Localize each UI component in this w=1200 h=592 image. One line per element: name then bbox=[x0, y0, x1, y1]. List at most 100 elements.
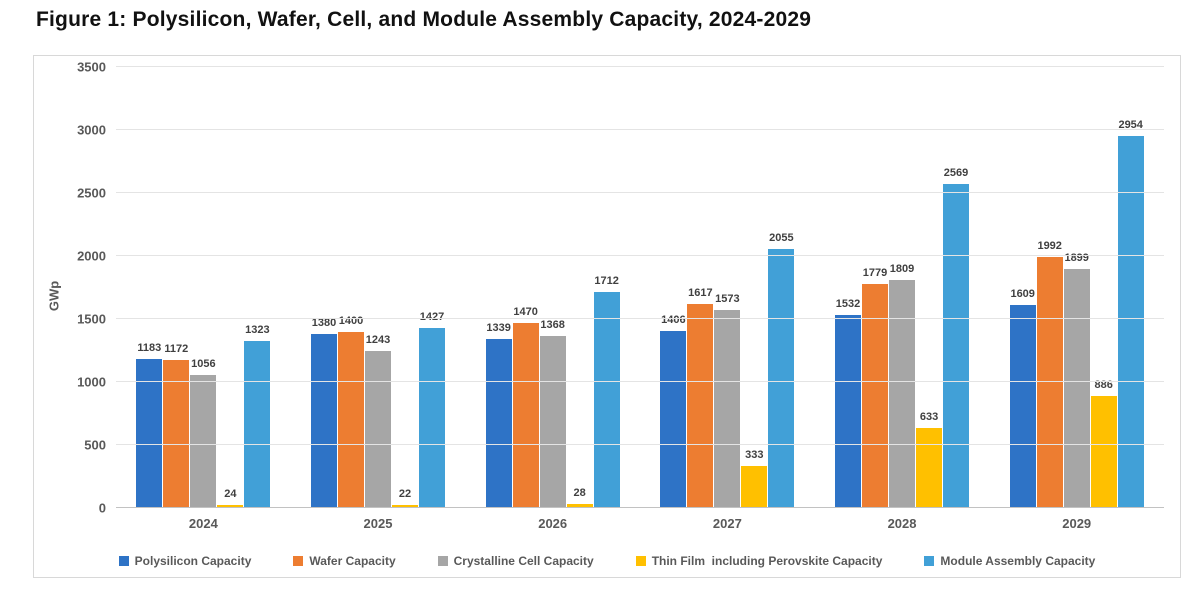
bar-value-label: 1243 bbox=[365, 334, 391, 347]
bar: 633 bbox=[916, 411, 943, 508]
bar-value-label: 1992 bbox=[1037, 240, 1062, 253]
bar: 22 bbox=[392, 488, 418, 508]
bar: 1532 bbox=[835, 298, 862, 508]
gridline bbox=[116, 318, 1164, 319]
bar: 2954 bbox=[1117, 119, 1144, 508]
x-tick-label: 2028 bbox=[887, 516, 917, 531]
x-axis-line bbox=[116, 507, 1164, 508]
bar: 2055 bbox=[768, 232, 795, 508]
legend-item: Polysilicon Capacity bbox=[118, 554, 252, 568]
bar-value-label: 1470 bbox=[513, 305, 538, 318]
legend-swatch-icon bbox=[924, 556, 935, 566]
x-tick-label: 2025 bbox=[363, 516, 393, 531]
bar-group-2027: 1406 1617 1573 333 2055 bbox=[640, 67, 815, 508]
bar: 1712 bbox=[593, 275, 620, 508]
bar: 1400 bbox=[338, 315, 364, 508]
bar: 1899 bbox=[1063, 252, 1090, 508]
legend-label: Thin Film including Perovskite Capacity bbox=[651, 554, 883, 568]
legend-swatch-icon bbox=[118, 556, 129, 566]
bar: 333 bbox=[741, 449, 768, 508]
bar-group-2029: 1609 1992 1899 886 2954 bbox=[989, 67, 1164, 508]
bar-value-label: 1183 bbox=[137, 341, 162, 354]
bar: 2569 bbox=[943, 167, 970, 508]
gridline bbox=[116, 192, 1164, 193]
bar-value-label: 1899 bbox=[1064, 251, 1089, 264]
y-tick-label: 1500 bbox=[77, 311, 106, 327]
bar: 1406 bbox=[660, 314, 687, 508]
bar-value-label: 1427 bbox=[419, 311, 445, 324]
bar-value-label: 333 bbox=[745, 449, 764, 462]
bar-value-label: 633 bbox=[919, 411, 939, 424]
bar: 886 bbox=[1090, 379, 1117, 508]
legend-item: Wafer Capacity bbox=[293, 554, 396, 568]
y-tick-label: 1000 bbox=[77, 374, 106, 390]
bar-value-label: 28 bbox=[573, 487, 586, 500]
bar-value-label: 1056 bbox=[191, 357, 216, 370]
bar-value-label: 1779 bbox=[862, 266, 888, 279]
bar-groups: 1183 1172 1056 24 1323 1380 1400 1243 22 1427 1339… bbox=[116, 67, 1164, 508]
gridline bbox=[116, 444, 1164, 445]
x-tick-label: 2029 bbox=[1062, 516, 1092, 531]
bar-value-label: 1339 bbox=[486, 322, 511, 335]
bar-value-label: 1172 bbox=[164, 343, 189, 356]
bar-value-label: 1609 bbox=[1010, 288, 1035, 301]
bar-value-label: 1712 bbox=[594, 275, 619, 288]
legend-label: Polysilicon Capacity bbox=[134, 554, 252, 568]
gridline bbox=[116, 66, 1164, 67]
y-tick-label: 2500 bbox=[77, 185, 106, 201]
x-tick-label: 2026 bbox=[538, 516, 568, 531]
legend-label: Module Assembly Capacity bbox=[940, 554, 1096, 568]
bar-value-label: 1809 bbox=[889, 263, 915, 276]
y-axis-ticks: 0 500 1000 1500 2000 2500 3000 3500 bbox=[34, 60, 106, 516]
bar-value-label: 2055 bbox=[769, 232, 794, 245]
bar: 1339 bbox=[485, 322, 512, 508]
bar-value-label: 1573 bbox=[715, 292, 740, 305]
bar: 1609 bbox=[1009, 288, 1036, 508]
bar-value-label: 1400 bbox=[338, 314, 364, 327]
legend-swatch-icon bbox=[635, 556, 646, 566]
bar-value-label: 24 bbox=[224, 487, 237, 500]
legend-label: Crystalline Cell Capacity bbox=[453, 554, 594, 568]
x-tick-label: 2024 bbox=[188, 516, 218, 531]
legend-item: Crystalline Cell Capacity bbox=[437, 554, 594, 568]
bar: 1243 bbox=[365, 334, 391, 508]
y-tick-label: 3500 bbox=[77, 59, 106, 75]
bar-value-label: 2569 bbox=[943, 167, 969, 180]
bar-value-label: 22 bbox=[398, 488, 412, 501]
bar-group-2025: 1380 1400 1243 22 1427 bbox=[291, 67, 466, 508]
x-tick-label: 2027 bbox=[712, 516, 742, 531]
bar-value-label: 1617 bbox=[688, 287, 713, 300]
y-tick-label: 500 bbox=[84, 437, 106, 453]
bar: 1427 bbox=[419, 311, 445, 508]
bar-value-label: 886 bbox=[1094, 379, 1113, 392]
legend-item: Module Assembly Capacity bbox=[924, 554, 1095, 568]
bar: 24 bbox=[217, 488, 244, 508]
x-axis-labels: 2024 2025 2026 2027 2028 2029 bbox=[116, 511, 1164, 537]
bar-value-label: 1323 bbox=[245, 324, 270, 337]
bar-value-label: 1368 bbox=[540, 318, 565, 331]
bar: 1056 bbox=[190, 358, 217, 508]
bar: 1617 bbox=[687, 287, 714, 508]
y-tick-label: 3000 bbox=[77, 122, 106, 138]
bar-group-2024: 1183 1172 1056 24 1323 bbox=[116, 67, 291, 508]
bar: 1779 bbox=[862, 267, 889, 508]
bar-group-2028: 1532 1779 1809 633 2569 bbox=[815, 67, 990, 508]
bar: 28 bbox=[566, 487, 593, 508]
legend-item: Thin Film including Perovskite Capacity bbox=[635, 554, 883, 568]
legend-swatch-icon bbox=[437, 556, 448, 566]
y-tick-label: 0 bbox=[98, 500, 106, 516]
legend: Polysilicon Capacity Wafer Capacity Crysta… bbox=[34, 554, 1180, 568]
bar: 1992 bbox=[1036, 240, 1063, 508]
gridline bbox=[116, 129, 1164, 130]
gridline bbox=[116, 255, 1164, 256]
bar-value-label: 1532 bbox=[835, 297, 861, 310]
bar-value-label: 1380 bbox=[311, 317, 337, 330]
plot-area: 1183 1172 1056 24 1323 1380 1400 1243 22 1427 1339… bbox=[116, 66, 1164, 508]
legend-label: Wafer Capacity bbox=[309, 554, 396, 568]
bar-value-label: 2954 bbox=[1118, 118, 1143, 131]
gridline bbox=[116, 381, 1164, 382]
bar: 1172 bbox=[163, 343, 190, 508]
y-tick-label: 2000 bbox=[77, 248, 106, 264]
bar: 1380 bbox=[311, 317, 337, 508]
chart-container: GWp 0 500 1000 1500 2000 2500 3000 3500 1183 117… bbox=[33, 55, 1181, 578]
